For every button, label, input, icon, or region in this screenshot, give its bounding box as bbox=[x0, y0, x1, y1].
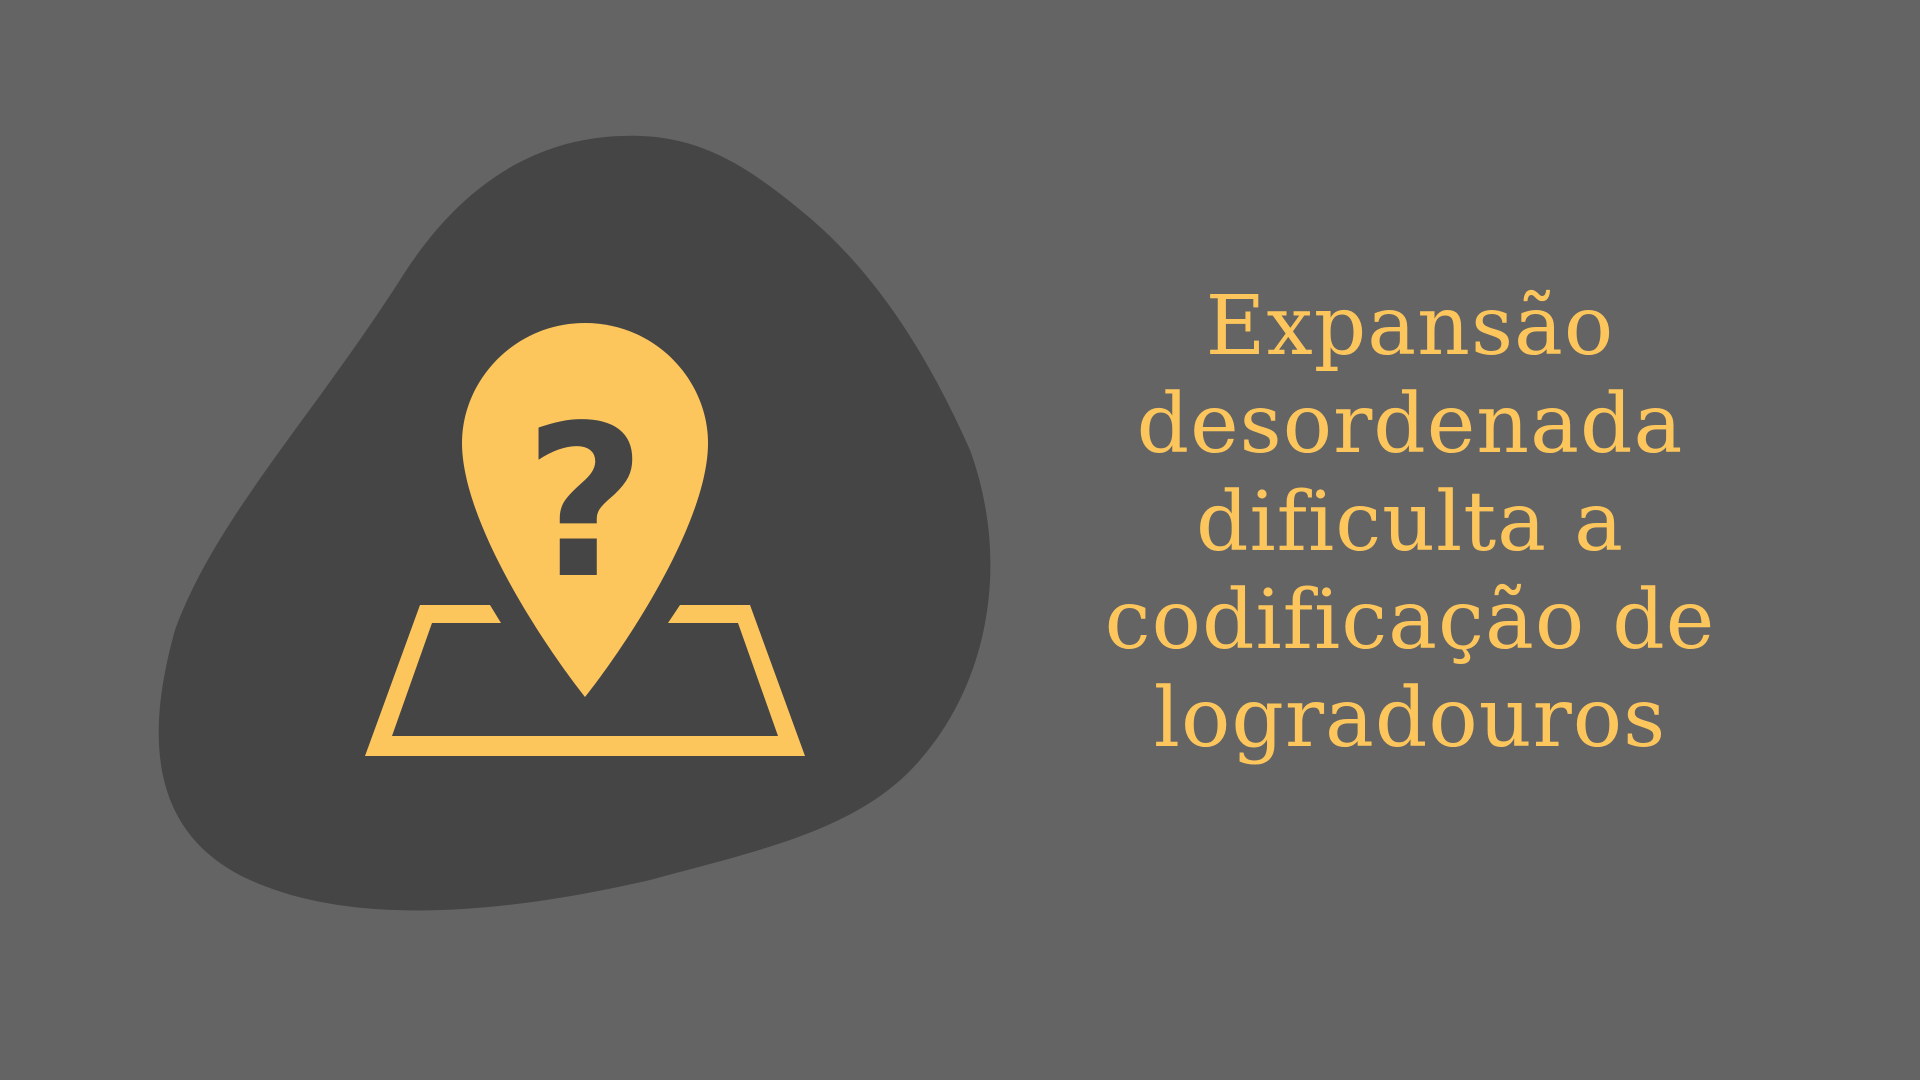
headline-line-4: codificação de bbox=[1104, 573, 1716, 668]
headline-line-3: dificulta a bbox=[1195, 475, 1625, 570]
headline: Expansão desordenada dificulta a codific… bbox=[1010, 278, 1810, 768]
map-pin-question-icon: ? bbox=[365, 323, 805, 756]
map-outline-icon bbox=[365, 605, 805, 756]
headline-line-5: logradouros bbox=[1153, 671, 1667, 766]
question-mark-icon: ? bbox=[524, 380, 646, 625]
headline-line-1: Expansão bbox=[1205, 279, 1615, 374]
headline-line-2: desordenada bbox=[1136, 377, 1684, 472]
location-pin-icon bbox=[462, 323, 708, 697]
